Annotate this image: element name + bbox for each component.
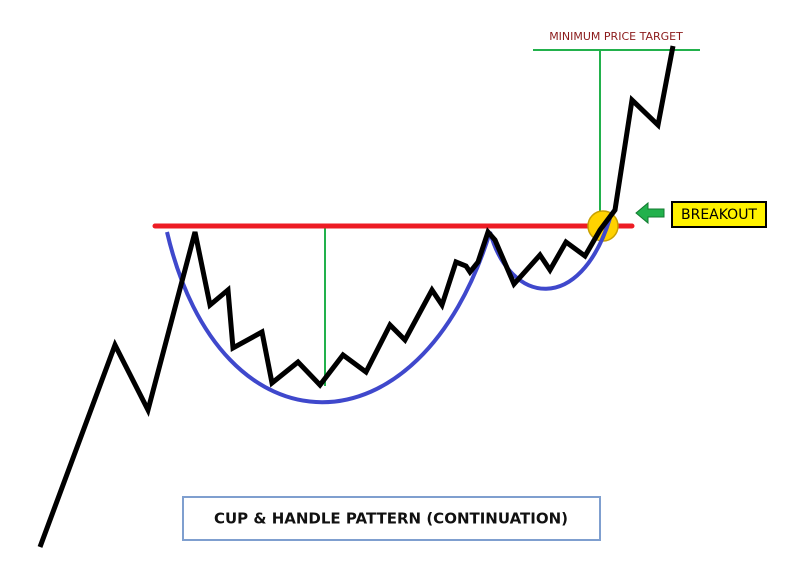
breakout-arrow — [635, 201, 665, 225]
cup-curve — [165, 231, 492, 405]
price-line — [37, 45, 676, 548]
breakout-label: BREAKOUT — [681, 207, 757, 223]
target-label: MINIMUM PRICE TARGET — [549, 30, 683, 43]
title-box — [182, 496, 601, 541]
breakout-box — [671, 201, 767, 228]
pattern-title: CUP & HANDLE PATTERN (CONTINUATION) — [214, 510, 568, 528]
